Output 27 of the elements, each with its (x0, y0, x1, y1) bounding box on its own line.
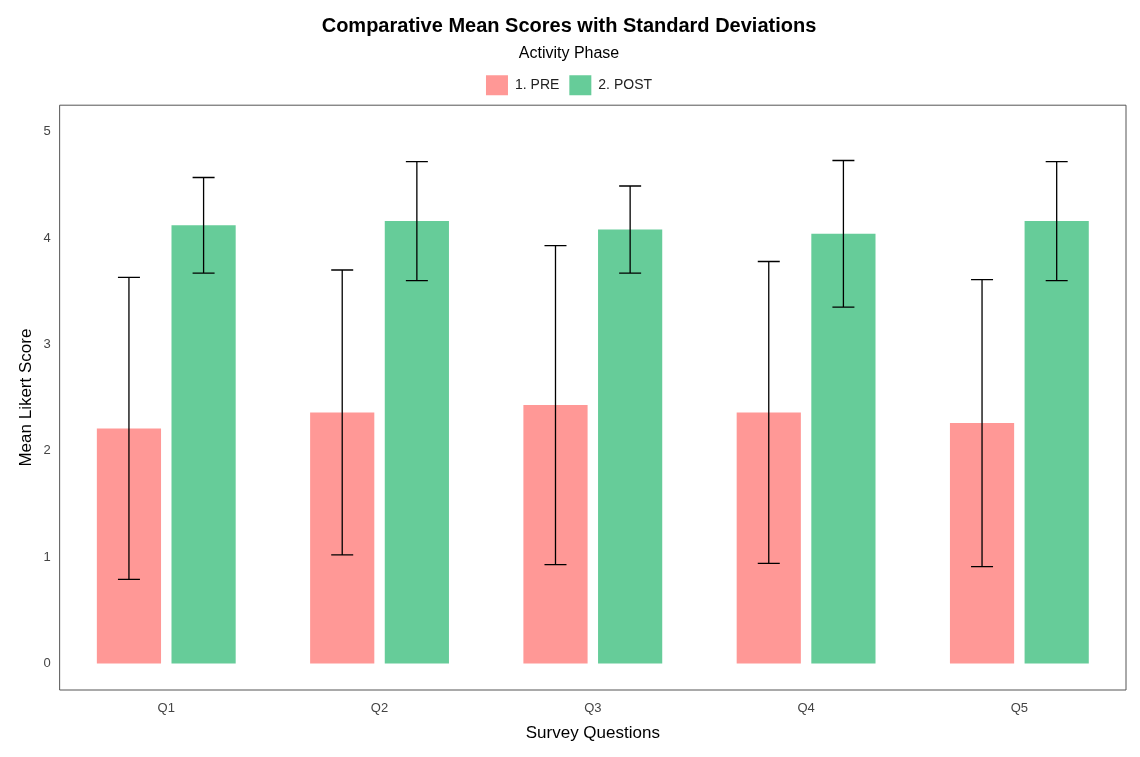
y-axis-title: Mean Likert Score (15, 328, 35, 467)
legend-title: Activity Phase (518, 44, 620, 62)
bar (523, 405, 588, 664)
bar (598, 229, 663, 664)
chart-title: Comparative Mean Scores with Standard Deviations (321, 13, 817, 36)
x-tick-label: Q1 (157, 700, 175, 716)
bar (310, 412, 375, 664)
bar (1024, 221, 1089, 664)
bar (811, 233, 876, 664)
y-tick-label: 5 (43, 123, 51, 139)
x-axis-title: Survey Questions (525, 723, 660, 743)
x-tick-label: Q2 (370, 700, 389, 716)
y-tick-label: 1 (43, 548, 51, 564)
legend-label: 1. PRE (514, 76, 560, 93)
x-tick-label: Q5 (1010, 700, 1029, 716)
x-tick-label: Q3 (584, 700, 602, 716)
bar (96, 428, 162, 664)
x-tick-label: Q4 (797, 700, 815, 716)
bar (384, 221, 449, 664)
y-tick-label: 0 (43, 655, 51, 670)
y-tick-label: 2 (43, 442, 51, 458)
legend-label: 2. POST (598, 76, 653, 93)
bar (171, 225, 236, 664)
bar (949, 423, 1015, 664)
bar (736, 412, 801, 664)
y-tick-label: 4 (43, 229, 51, 245)
y-tick-label: 3 (43, 336, 51, 352)
